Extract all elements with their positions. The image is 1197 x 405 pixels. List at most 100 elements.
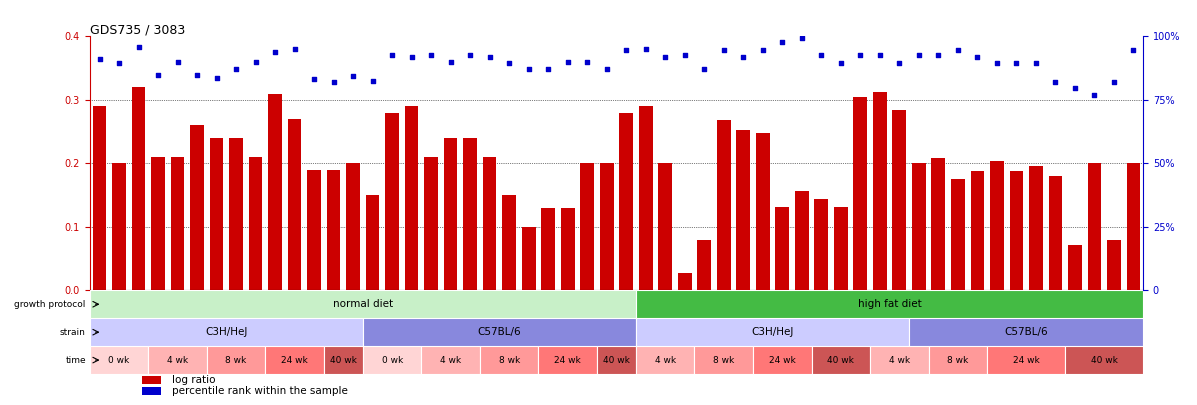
Text: 8 wk: 8 wk [947, 356, 968, 364]
Point [266, 49, 285, 55]
Bar [636, 290, 1143, 318]
Point [499, 60, 518, 66]
Bar [132, 87, 145, 290]
Bar [834, 207, 847, 290]
Point [304, 76, 323, 82]
Point [715, 47, 734, 53]
Bar [990, 161, 1003, 290]
Bar [463, 138, 476, 290]
Point [168, 59, 187, 65]
Bar [636, 318, 909, 346]
Bar [909, 318, 1143, 346]
Point [929, 52, 948, 59]
Point [1084, 92, 1104, 98]
Bar [90, 318, 363, 346]
Point [812, 52, 831, 59]
Point [831, 60, 850, 66]
Bar [92, 106, 107, 290]
Bar [1029, 166, 1043, 290]
Point [324, 79, 344, 85]
Point [461, 52, 480, 59]
Text: log ratio: log ratio [172, 375, 215, 385]
Bar [363, 346, 421, 374]
Text: 0 wk: 0 wk [109, 356, 129, 364]
Point [226, 66, 245, 72]
Point [1105, 79, 1124, 85]
Text: 40 wk: 40 wk [330, 356, 357, 364]
Bar [1107, 239, 1120, 290]
Bar [421, 346, 480, 374]
Bar [753, 346, 812, 374]
Point [967, 53, 986, 60]
Text: growth protocol: growth protocol [14, 300, 86, 309]
Bar [873, 92, 887, 290]
Bar [694, 346, 753, 374]
Point [1026, 60, 1045, 66]
Bar [678, 273, 692, 290]
Bar [931, 158, 946, 290]
Point [675, 52, 694, 59]
Bar [482, 157, 497, 290]
Bar [1065, 346, 1143, 374]
Text: C3H/HeJ: C3H/HeJ [752, 327, 794, 337]
Point [558, 59, 577, 65]
Point [773, 38, 792, 45]
Bar [171, 157, 184, 290]
Point [948, 47, 967, 53]
Point [1007, 60, 1026, 66]
Bar [113, 163, 126, 290]
Bar [287, 119, 302, 290]
Point [90, 55, 109, 62]
Point [1124, 47, 1143, 53]
Point [344, 72, 363, 79]
Point [188, 71, 207, 78]
Point [656, 53, 675, 60]
Bar [444, 138, 457, 290]
Point [109, 60, 128, 66]
Bar [658, 163, 672, 290]
Bar [870, 346, 929, 374]
Bar [597, 346, 636, 374]
Point [636, 46, 655, 52]
Bar [698, 239, 711, 290]
Bar [209, 138, 224, 290]
Text: C57BL/6: C57BL/6 [1004, 327, 1047, 337]
Text: 40 wk: 40 wk [827, 356, 855, 364]
Point [851, 52, 870, 59]
Bar [142, 376, 162, 384]
Bar [503, 195, 516, 290]
Bar [561, 208, 575, 290]
Bar [539, 346, 597, 374]
Bar [812, 346, 870, 374]
Point [539, 66, 558, 72]
Bar [757, 133, 770, 290]
Text: 40 wk: 40 wk [1090, 356, 1118, 364]
Bar [424, 157, 438, 290]
Bar [346, 163, 360, 290]
Bar [385, 113, 399, 290]
Point [285, 46, 304, 52]
Bar [814, 199, 828, 290]
Text: 4 wk: 4 wk [655, 356, 676, 364]
Text: 4 wk: 4 wk [168, 356, 188, 364]
Bar [971, 171, 984, 290]
Point [870, 52, 889, 59]
Bar [148, 346, 207, 374]
Bar [929, 346, 988, 374]
Point [1046, 79, 1065, 85]
Point [247, 59, 266, 65]
Text: 40 wk: 40 wk [603, 356, 630, 364]
Point [480, 53, 499, 60]
Point [383, 52, 402, 59]
Text: 24 wk: 24 wk [1013, 356, 1039, 364]
Bar [324, 346, 363, 374]
Bar [541, 208, 555, 290]
Bar [1088, 163, 1101, 290]
Bar [636, 346, 694, 374]
Bar [581, 163, 594, 290]
Text: GDS735 / 3083: GDS735 / 3083 [90, 23, 186, 36]
Bar [405, 106, 419, 290]
Point [910, 52, 929, 59]
Bar [363, 318, 636, 346]
Text: 24 wk: 24 wk [554, 356, 581, 364]
